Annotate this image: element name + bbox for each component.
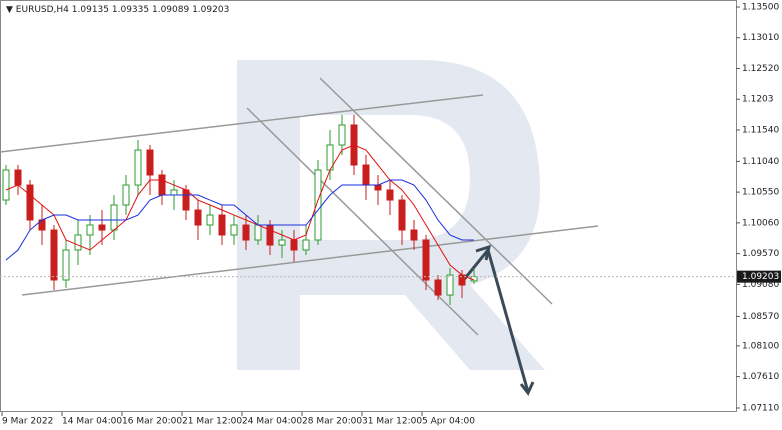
- x-tick-label: 24 Mar 04:00: [242, 417, 302, 427]
- x-tick-label: 28 Mar 20:00: [302, 417, 362, 427]
- candle-body: [338, 124, 346, 146]
- watermark: [237, 60, 545, 370]
- y-tick-label: 1.11040: [742, 157, 779, 167]
- y-tick-label: 1.07610: [742, 372, 779, 382]
- candle-body: [182, 189, 190, 211]
- indicator-line: [5, 179, 474, 261]
- candle-body: [146, 149, 154, 176]
- candle-body: [158, 174, 166, 196]
- candle-body: [362, 164, 370, 186]
- y-tick-label: 1.11540: [742, 125, 779, 135]
- candle-body: [134, 149, 142, 186]
- y-tick-label: 1.1203: [742, 95, 774, 105]
- last-price-box: [737, 270, 781, 283]
- y-tick-label: 1.09080: [742, 280, 779, 290]
- candle-body: [86, 224, 94, 236]
- y-tick-label: 1.12520: [742, 64, 779, 74]
- last-open: 1.09135: [72, 5, 109, 15]
- candle-body: [206, 214, 214, 226]
- candle-body: [266, 224, 274, 246]
- candle-body: [110, 204, 118, 231]
- candle-body: [278, 239, 286, 246]
- y-tick-label: 1.10060: [742, 218, 779, 228]
- forecast-arrows: [460, 244, 535, 396]
- down-channel-upper: [319, 77, 553, 305]
- x-tick-label: 9 Mar 2022: [2, 417, 53, 427]
- candle-body: [386, 189, 394, 201]
- candle-body: [170, 189, 178, 196]
- down-channel-lower: [246, 107, 479, 336]
- candle-body: [98, 224, 106, 231]
- last-low: 1.09089: [152, 5, 189, 15]
- arrow-head: [475, 244, 492, 261]
- candle-body: [122, 184, 130, 206]
- candle-body: [230, 224, 238, 236]
- candle-body: [302, 239, 310, 251]
- channel-upper: [0, 94, 484, 153]
- candle-body: [14, 169, 22, 186]
- header: ▼ EURUSD,H4 1.09135 1.09335 1.09089 1.09…: [6, 5, 229, 15]
- x-tick-label: 16 Mar 20:00: [122, 417, 182, 427]
- y-tick-label: 1.07110: [742, 404, 779, 414]
- trend-lines: [0, 77, 599, 336]
- y-tick-label: 1.10550: [742, 188, 779, 198]
- y-tick-label: 1.09570: [742, 249, 779, 259]
- candle-body: [314, 169, 322, 241]
- y-tick-label: 1.08570: [742, 312, 779, 322]
- y-tick-label: 1.13010: [742, 33, 779, 43]
- candle-body: [62, 249, 70, 281]
- candle-body: [26, 184, 34, 221]
- candle-body: [74, 234, 82, 251]
- y-tick-label: 1.13500: [742, 3, 779, 13]
- candle-body: [410, 229, 418, 241]
- candle-body: [398, 199, 406, 231]
- candle-body: [422, 239, 430, 281]
- candle-body: [290, 239, 298, 251]
- x-tick-label: 14 Mar 04:00: [62, 417, 122, 427]
- x-tick-label: 21 Mar 12:00: [182, 417, 242, 427]
- last-price-label: 1.09203: [742, 272, 779, 282]
- y-tick-label: 1.08100: [742, 341, 779, 351]
- x-tick-label: 5 Apr 04:00: [422, 417, 475, 427]
- candle-body: [434, 279, 442, 296]
- arrow-head: [519, 381, 535, 396]
- candle-body: [374, 184, 382, 191]
- symbol: EURUSD,H4: [16, 5, 69, 15]
- candle-body: [194, 209, 202, 226]
- last-high: 1.09335: [112, 5, 149, 15]
- candle-body: [242, 224, 250, 241]
- last-close: 1.09203: [192, 5, 229, 15]
- candle-body: [218, 214, 226, 236]
- candle-body: [2, 169, 10, 201]
- candle-body: [254, 224, 262, 241]
- candle-body: [50, 229, 58, 281]
- indicator-line: [5, 144, 475, 281]
- x-tick-label: 31 Mar 12:00: [362, 417, 422, 427]
- channel-lower: [21, 225, 599, 296]
- candle-body: [446, 274, 454, 296]
